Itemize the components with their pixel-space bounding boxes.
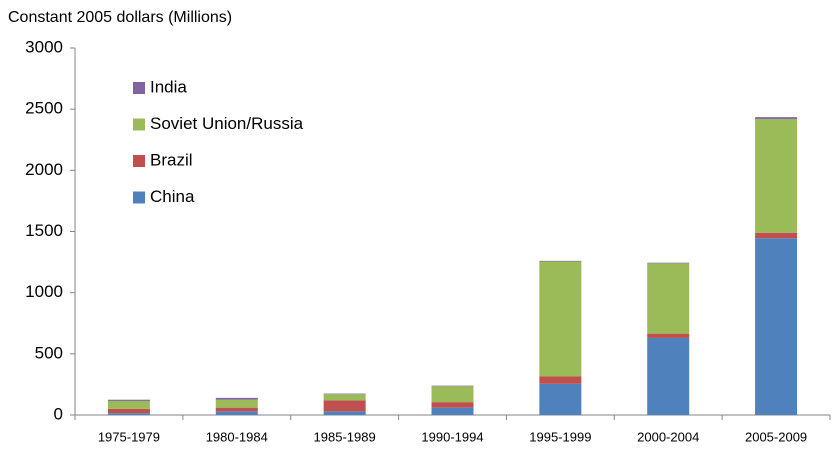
bar-segment [431,385,474,387]
legend-swatch [133,82,145,94]
bar-segment [323,394,366,401]
y-tick-label: 2500 [25,99,63,118]
bar-segment [107,399,150,401]
bar-segment [215,399,258,408]
legend-swatch [133,118,145,131]
x-tick-label: 1995-1999 [529,429,591,444]
legend-label: China [150,187,195,206]
legend-label: India [150,77,187,96]
x-tick-label: 2000-2004 [637,429,699,444]
bar-segment [647,263,690,334]
x-tick-label: 2005-2009 [745,429,807,444]
bar-segment [755,232,798,239]
legend-label: Brazil [150,150,193,169]
legend-swatch [133,191,145,204]
y-axis-label: Constant 2005 dollars (Millions) [8,9,232,26]
x-tick-label: 1975-1979 [98,429,160,444]
y-tick-label: 1500 [25,221,63,240]
bar-segment [647,333,690,338]
bar-segment [755,117,798,119]
bar-segment [107,400,150,409]
x-tick-label: 1990-1994 [421,429,483,444]
bar-segment [215,411,258,415]
bar-segment [539,383,582,415]
y-tick-label: 2000 [25,160,63,179]
bar-segment [215,397,258,400]
bar-segment [431,386,474,403]
legend-swatch [133,155,145,167]
legend-label: Soviet Union/Russia [150,114,304,133]
bar-segment [539,261,582,377]
bar-segment [539,260,582,262]
bar-segment [107,408,150,414]
bar-segment [647,262,690,264]
bar-segment [323,400,366,412]
y-tick-label: 1000 [25,282,63,301]
bar-segment [323,411,366,415]
bar-segment [755,118,798,233]
y-tick-label: 500 [35,343,63,362]
bar-segment [431,407,474,415]
bar-segment [215,407,258,412]
y-tick-label: 3000 [25,37,63,56]
x-tick-label: 1985-1989 [314,429,376,444]
bar-segment [539,376,582,384]
bar-segment [431,402,474,408]
bar-segment [107,413,150,415]
y-tick-label: 0 [54,404,63,423]
bar-segment [323,393,366,395]
bar-segment [647,337,690,415]
bar-segment [755,238,798,415]
x-tick-label: 1980-1984 [206,429,268,444]
